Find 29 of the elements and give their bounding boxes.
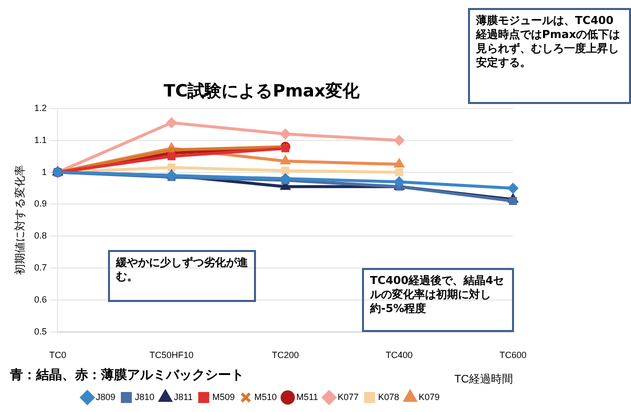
x-tick-label: TC50HF10 xyxy=(150,350,194,360)
annotation: TC400経過後で、結晶4セルの変化率は初期に対し約-5%程度 xyxy=(362,268,514,332)
legend-label: M510 xyxy=(254,392,277,402)
x-axis-title: TC経過時間 xyxy=(454,372,513,386)
y-tick-label: 0.5 xyxy=(34,326,47,336)
text: 薄膜モジュールは、TC400経過時点ではPmaxの低下は見られず、むしろ一度上昇し安定する。 xyxy=(468,8,631,104)
legend-label: K078 xyxy=(378,392,400,402)
y-tick-label: 0.6 xyxy=(34,294,47,305)
legend-label: M511 xyxy=(296,392,318,402)
legend-label: J810 xyxy=(134,392,154,402)
x-tick-label: TC0 xyxy=(49,350,66,360)
legend-label: K079 xyxy=(418,392,440,402)
legend-label: J809 xyxy=(96,392,116,402)
y-tick-label: 0.8 xyxy=(34,230,47,241)
y-tick-label: 1.1 xyxy=(34,134,47,145)
y-tick-label: 0.9 xyxy=(34,198,47,209)
text: 青：結晶、赤：薄膜アルミバックシート xyxy=(10,367,244,384)
y-axis-title: 初期値に対する変化率 xyxy=(14,165,27,276)
legend-label: J811 xyxy=(174,392,193,402)
y-tick-label: 0.7 xyxy=(34,262,47,273)
y-tick-label: 1.2 xyxy=(34,102,47,113)
x-tick-label: TC200 xyxy=(272,350,299,360)
x-tick-label: TC600 xyxy=(499,350,527,360)
annotation: 緩やかに少しずつ劣化が進む。 xyxy=(108,250,256,302)
x-tick-label: TC400 xyxy=(386,350,413,360)
legend-label: K077 xyxy=(338,392,359,402)
legend-label: M509 xyxy=(212,392,235,402)
chart-title: TC試験によるPmax変化 xyxy=(164,82,360,102)
y-tick-label: 1 xyxy=(42,166,47,177)
